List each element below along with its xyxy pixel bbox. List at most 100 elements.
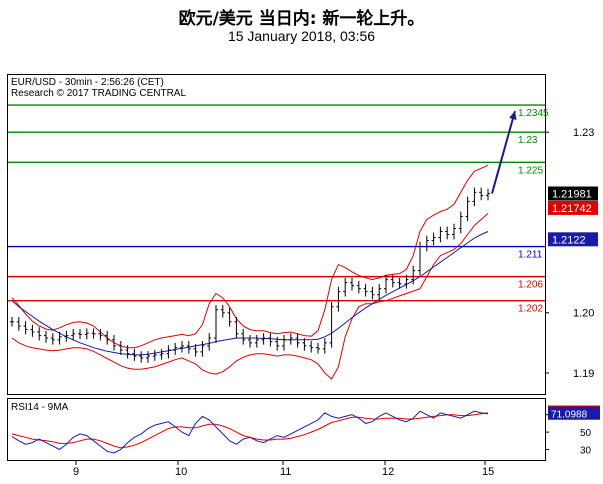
- level-label: 1.23: [518, 135, 538, 146]
- projection-arrowhead: [509, 111, 517, 120]
- price-bar: [397, 277, 402, 289]
- price-bar: [207, 333, 212, 351]
- price-bars: [10, 187, 490, 363]
- rsi-ma-line: [11, 412, 489, 449]
- rsi-panel-frame: [7, 398, 546, 461]
- price-bar: [193, 344, 198, 357]
- price-bar: [458, 211, 463, 234]
- price-boxes: 1.21981 1.21742 1.2122: [548, 186, 598, 247]
- level-label: 1.225: [518, 165, 543, 176]
- price-bar: [411, 265, 416, 285]
- level-label: 1.202: [518, 304, 543, 315]
- price-bar: [486, 188, 490, 201]
- price-bar: [288, 333, 293, 345]
- price-bar: [152, 350, 157, 361]
- price-bar: [384, 274, 388, 294]
- price-bar: [336, 286, 341, 312]
- time-axis-label: 10: [175, 466, 187, 478]
- price-box: [548, 232, 598, 247]
- price-bar: [125, 345, 130, 359]
- price-bar: [173, 342, 178, 355]
- price-bar: [10, 316, 14, 327]
- price-bar: [472, 187, 477, 207]
- price-bar: [186, 341, 191, 354]
- price-bar: [241, 328, 246, 345]
- price-bar: [50, 333, 55, 345]
- price-bar: [261, 333, 266, 345]
- rsi-box-label: 71.0988: [551, 410, 588, 421]
- price-bar: [64, 330, 69, 342]
- price-bar: [309, 341, 314, 353]
- rsi-axis: 70503072.508471.0988: [545, 405, 600, 457]
- price-bar: [23, 321, 28, 335]
- price-bar: [227, 307, 232, 327]
- price-bar: [445, 226, 450, 240]
- price-bar: [254, 335, 259, 348]
- price-bar: [479, 187, 484, 201]
- rsi-lines: [11, 410, 489, 454]
- price-axis-label: 1.19: [573, 368, 594, 380]
- rsi-box: [548, 406, 600, 420]
- time-axis: 9 10 11 12 15: [73, 460, 494, 478]
- price-bar: [166, 345, 171, 359]
- projection-arrow: [491, 110, 517, 194]
- price-bar: [84, 328, 89, 340]
- price-bar: [44, 330, 48, 343]
- price-bar: [438, 226, 443, 243]
- chart-info-line2: Research © 2017 TRADING CENTRAL: [11, 88, 186, 99]
- price-bar: [390, 274, 395, 288]
- price-bar: [214, 304, 218, 343]
- price-bar: [159, 348, 164, 360]
- price-bar: [132, 348, 137, 361]
- time-axis-label: 11: [280, 466, 291, 478]
- price-bar: [295, 333, 300, 348]
- price-bar: [220, 304, 225, 318]
- price-bar: [98, 328, 103, 341]
- price-bar: [200, 341, 205, 357]
- price-bar: [404, 274, 409, 289]
- level-label: 1.206: [518, 280, 543, 291]
- price-box: [548, 186, 598, 201]
- page-title: 欧元/美元 当日内: 新一轮上升。: [178, 9, 425, 29]
- price-bar: [71, 328, 76, 341]
- rsi-line: [11, 410, 489, 454]
- price-bar: [465, 196, 470, 222]
- price-bar: [302, 338, 307, 351]
- price-bar: [139, 351, 144, 363]
- price-bar: [322, 338, 327, 354]
- upper-band-line: [11, 164, 489, 349]
- price-bar: [234, 316, 239, 339]
- price-box-label: 1.2122: [552, 234, 586, 246]
- price-axis-label: 1.20: [573, 308, 594, 320]
- page-subtitle: 15 January 2018, 03:56: [227, 28, 376, 44]
- price-bar: [248, 335, 252, 348]
- price-bar: [180, 341, 184, 353]
- price-bar: [370, 286, 375, 300]
- price-bar: [118, 341, 123, 355]
- price-axis: 1.19 1.20 1.23: [545, 127, 594, 380]
- price-bar: [343, 277, 348, 297]
- price-bar: [316, 342, 320, 354]
- rsi-axis-label: 30: [580, 446, 592, 457]
- time-axis-label: 9: [73, 466, 79, 478]
- price-box: [548, 200, 598, 215]
- price-bar: [275, 336, 280, 351]
- price-bar: [350, 277, 354, 291]
- price-bar: [282, 335, 286, 351]
- price-bar: [146, 351, 150, 363]
- level-lines: 1.2345 1.23 1.225 1.211 1.206 1.202: [8, 104, 549, 315]
- price-bar: [78, 328, 82, 340]
- price-bar: [418, 241, 422, 276]
- price-box-label: 1.21981: [552, 189, 592, 201]
- main-panel-frame: [7, 74, 546, 395]
- projection-line: [491, 110, 516, 194]
- price-axis-label: 1.23: [573, 127, 594, 139]
- price-bar: [268, 333, 273, 347]
- price-bar: [356, 280, 361, 294]
- price-bar: [91, 328, 96, 339]
- lower-band-line: [11, 213, 489, 380]
- chart-info-line1: EUR/USD - 30min - 2:56:26 (CET): [11, 77, 164, 88]
- price-bar: [377, 283, 382, 300]
- price-bar: [329, 301, 334, 348]
